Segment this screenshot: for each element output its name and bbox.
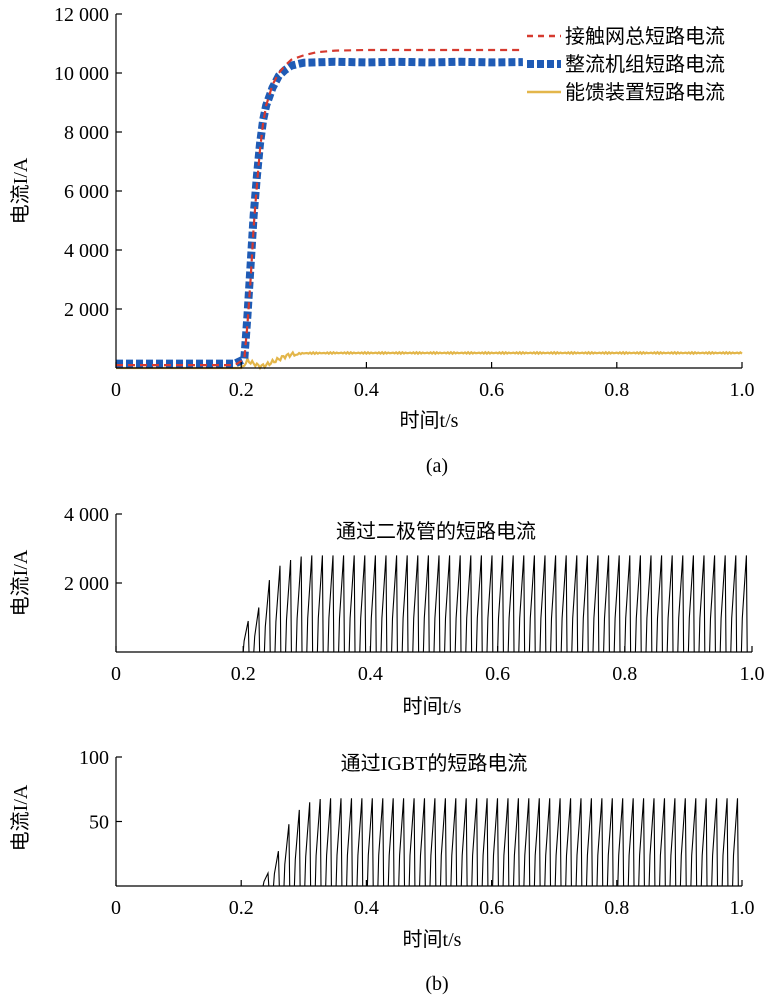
panel-b-igbt-plot-area xyxy=(116,798,739,887)
panel-b-igbt-y-tick-label: 100 xyxy=(79,747,109,769)
panel-b-igbt-y-tick-label: 50 xyxy=(89,812,109,834)
panel-b-caption: (b) xyxy=(425,973,448,995)
legend-label-energy-feedback: 能馈装置短路电流 xyxy=(565,81,725,104)
panel-a-x-tick-label: 0.8 xyxy=(604,379,629,401)
panel-b-diode-title: 通过二极管的短路电流 xyxy=(336,520,536,543)
panel-b-diode-x-tick-label: 1.0 xyxy=(740,663,765,685)
panel-b-diode-x-tick-label: 0.4 xyxy=(358,663,383,685)
panel-b-igbt-x-tick-label: 0.4 xyxy=(354,897,379,919)
panel-a-x-tick-label: 1.0 xyxy=(730,379,755,401)
panel-b-diode-y-axis-label: 电流I/A xyxy=(9,549,32,616)
panel-a-x-tick-label: 0 xyxy=(111,379,121,401)
panel-b-diode-y-tick-label: 2 000 xyxy=(64,573,109,595)
panel-a-legend: 接触网总短路电流 整流机组短路电流 能馈装置短路电流 xyxy=(527,25,725,104)
panel-a-x-tick-label: 0.4 xyxy=(354,379,379,401)
legend-label-contact-line: 接触网总短路电流 xyxy=(565,25,725,48)
series-contact-line-current xyxy=(116,48,523,367)
series-rectifier-current xyxy=(116,57,523,368)
panel-a-y-tick-label: 10 000 xyxy=(54,63,109,85)
panel-b-igbt-title: 通过IGBT的短路电流 xyxy=(341,752,528,775)
panel-b-diode-chart: 0 0.2 0.4 0.6 0.8 1.0 2 000 4 000 通过二极管的短路电流 时间… xyxy=(9,504,765,718)
panel-a-y-tick-label: 8 000 xyxy=(64,122,109,144)
panel-b-igbt-x-tick-label: 0.6 xyxy=(479,897,504,919)
panel-a-y-tick-label: 4 000 xyxy=(64,240,109,262)
panel-b-diode-ticks: 0 0.2 0.4 0.6 0.8 1.0 2 000 4 000 xyxy=(64,504,765,685)
panel-a-ticks: 0 0.2 0.4 0.6 0.8 1.0 2 000 4 000 6 000 8 000 10 0… xyxy=(54,4,755,401)
panel-a-y-tick-label: 6 000 xyxy=(64,181,109,203)
panel-b-diode-x-axis-label: 时间t/s xyxy=(403,695,462,718)
panel-b-igbt-x-tick-label: 0 xyxy=(111,897,121,919)
panel-b-igbt-x-tick-label: 1.0 xyxy=(730,897,755,919)
panel-a-chart: 0 0.2 0.4 0.6 0.8 1.0 2 000 4 000 6 000 8 000 10 0… xyxy=(9,4,755,477)
panel-b-diode-x-tick-label: 0 xyxy=(111,663,121,685)
panel-b-igbt-x-tick-label: 0.8 xyxy=(604,897,629,919)
panel-a-y-axis-label: 电流I/A xyxy=(9,157,32,224)
panel-b-diode-x-tick-label: 0.8 xyxy=(612,663,637,685)
panel-a-x-axis-label: 时间t/s xyxy=(400,409,459,432)
panel-a-y-tick-label: 12 000 xyxy=(54,4,109,26)
panel-b-igbt-ticks: 0 0.2 0.4 0.6 0.8 1.0 50 100 xyxy=(79,747,755,919)
panel-b-diode-y-tick-label: 4 000 xyxy=(64,504,109,526)
panel-b-diode-x-tick-label: 0.2 xyxy=(231,663,256,685)
panel-a-x-tick-label: 0.6 xyxy=(479,379,504,401)
panel-b-igbt-pulse-trace xyxy=(116,798,739,887)
panel-a-caption: (a) xyxy=(426,455,448,477)
panel-b-diode-x-tick-label: 0.6 xyxy=(485,663,510,685)
legend-label-rectifier: 整流机组短路电流 xyxy=(565,53,725,76)
panel-b-igbt-x-axis-label: 时间t/s xyxy=(403,928,462,951)
panel-a-x-tick-label: 0.2 xyxy=(229,379,254,401)
panel-b-igbt-x-tick-label: 0.2 xyxy=(229,897,254,919)
panel-b-diode-pulse-trace xyxy=(116,555,748,653)
panel-b-igbt-y-axis-label: 电流I/A xyxy=(9,784,32,851)
panel-a-y-tick-label: 2 000 xyxy=(64,299,109,321)
panel-b-diode-plot-area xyxy=(116,555,748,653)
